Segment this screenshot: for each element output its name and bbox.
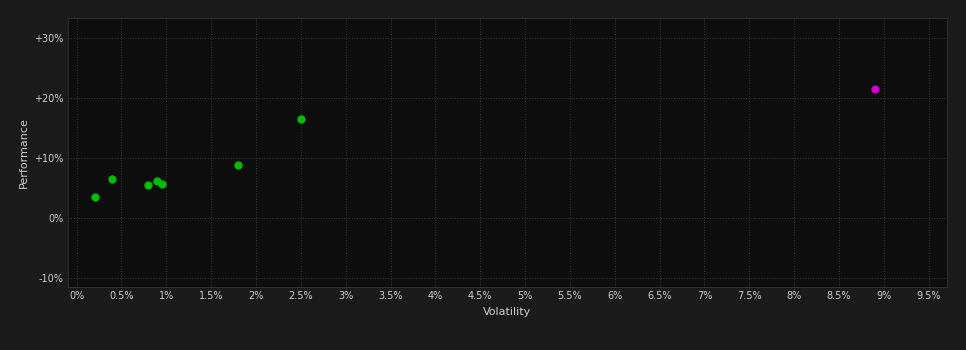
Point — [141, 182, 156, 188]
Point — [150, 178, 165, 184]
Point — [867, 86, 883, 92]
Y-axis label: Performance: Performance — [18, 117, 28, 188]
Point — [230, 163, 245, 168]
Point — [87, 194, 102, 200]
X-axis label: Volatility: Volatility — [483, 307, 531, 317]
Point — [104, 176, 120, 182]
Point — [155, 181, 170, 187]
Point — [293, 117, 308, 122]
